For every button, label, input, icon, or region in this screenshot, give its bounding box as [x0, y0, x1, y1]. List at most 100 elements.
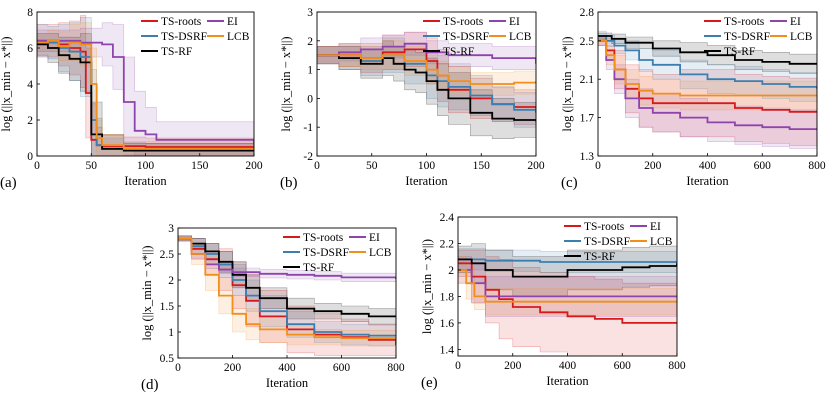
x-tick-label: 600: [614, 360, 632, 372]
y-tick-label: 3: [307, 7, 313, 19]
legend-entry: LCB: [790, 31, 813, 43]
y-axis-label: log (||x_min − x*||): [140, 245, 154, 340]
legend-entry: TS-RF: [724, 46, 755, 58]
x-tick-label: 200: [644, 160, 662, 172]
y-axis-label: log (||x_min − x*||): [560, 36, 574, 131]
y-tick-label: 1.7: [580, 113, 595, 125]
x-tick-label: 600: [754, 160, 772, 172]
y-tick-label: 2: [307, 36, 313, 48]
line-ts-rf: [458, 258, 677, 278]
line-ts-dsrf: [598, 35, 817, 89]
x-tick-label: 800: [387, 362, 405, 374]
x-tick-label: 100: [137, 160, 155, 172]
legend-entry: LCB: [227, 31, 250, 43]
y-tick-label: 2.1: [580, 74, 595, 86]
band-ts-rf: [178, 235, 396, 325]
panel-a: 0 50 100 150 200 0 2 4 6 8 Iteration log (||x_min −…: [0, 7, 263, 191]
x-tick-label: 800: [668, 360, 686, 372]
legend-entry: TS-RF: [161, 46, 192, 58]
x-tick-label: 600: [333, 362, 351, 374]
x-tick-label: 200: [504, 360, 522, 372]
legend-entry: TS-RF: [303, 262, 334, 274]
x-tick-label: 100: [418, 160, 436, 172]
x-tick-label: 150: [191, 160, 209, 172]
x-tick-label: 0: [175, 362, 181, 374]
x-tick-label: 400: [699, 160, 717, 172]
line-ts-roots: [598, 39, 817, 113]
y-tick-label: 1.5: [160, 301, 175, 313]
legend-entry: TS-DSRF: [584, 236, 630, 248]
line-ei: [598, 39, 817, 131]
x-axis-label: Iteration: [405, 174, 448, 188]
legend-entry: LCB: [650, 236, 673, 248]
line-lcb: [37, 39, 254, 150]
y-tick-label: 2.4: [440, 212, 455, 224]
plot-area: [598, 30, 817, 150]
y-tick-label: 8: [27, 7, 33, 19]
x-tick-label: 0: [455, 360, 461, 372]
legend-entry: EI: [227, 16, 238, 28]
legend-entry: TS-roots: [303, 232, 344, 244]
panel-label: (a): [0, 175, 17, 191]
panel-e: 0 200 400 600 800 1.4 1.6 1.8 2 2.2 2.4 Iteration lo…: [420, 212, 686, 391]
legend-entry: EI: [509, 16, 520, 28]
legend-entry: TS-DSRF: [724, 31, 770, 43]
line-lcb: [458, 269, 677, 303]
line-lcb: [598, 39, 817, 97]
y-tick-label: 2: [448, 265, 454, 277]
y-tick-label: 2: [27, 115, 33, 127]
plot-area: [317, 31, 536, 139]
y-tick-label: 1.8: [440, 291, 455, 303]
legend: TS-roots EI TS-DSRF LCB TS-RF: [704, 16, 813, 58]
y-tick-label: 0.5: [160, 353, 175, 365]
panel-b: 0 50 100 150 200 -2 -1 0 1 2 3 Iteration log (||x_mi…: [279, 7, 545, 191]
legend-entry: TS-DSRF: [161, 31, 207, 43]
y-tick-label: 0: [27, 151, 33, 163]
y-tick-label: 2.5: [160, 249, 175, 261]
band-ts-roots: [598, 35, 817, 146]
x-tick-label: 150: [473, 160, 491, 172]
panel-label: (e): [421, 375, 438, 391]
x-tick-label: 50: [86, 160, 98, 172]
x-tick-label: 200: [527, 160, 545, 172]
y-axis-label: log (||x_min − x*||): [279, 36, 293, 131]
y-tick-label: -2: [303, 151, 313, 163]
x-tick-label: 0: [595, 160, 601, 172]
legend-entry: LCB: [369, 247, 392, 259]
y-tick-label: 2.2: [440, 238, 455, 250]
legend: TS-roots EI TS-DSRF LCB TS-RF: [423, 16, 532, 58]
panel-label: (b): [280, 175, 298, 191]
x-tick-label: 200: [224, 362, 242, 374]
line-ei: [317, 42, 536, 64]
y-tick-label: 0: [307, 93, 313, 105]
y-tick-label: 1.6: [440, 318, 455, 330]
legend-entry: TS-roots: [584, 221, 625, 233]
legend-entry: TS-roots: [443, 16, 484, 28]
x-axis-label: Iteration: [686, 174, 729, 188]
line-ts-roots: [37, 39, 254, 148]
line-lcb: [317, 54, 536, 85]
y-tick-label: 2.8: [580, 7, 595, 19]
line-lcb: [178, 237, 396, 340]
band-lcb: [178, 235, 396, 347]
plot-area: [178, 235, 396, 358]
y-tick-label: 2: [168, 275, 174, 287]
x-tick-label: 0: [34, 160, 40, 172]
y-tick-label: 2.5: [580, 36, 595, 48]
legend: TS-roots EI TS-DSRF LCB TS-RF: [283, 232, 392, 274]
x-axis-label: Iteration: [266, 376, 309, 390]
panel-d: 0 200 400 600 800 0.5 1 1.5 2 2.5 3 Iteration log (|…: [140, 223, 405, 393]
y-axis-label: log (||x_min − x*||): [0, 36, 13, 131]
legend-entry: TS-roots: [724, 16, 765, 28]
panel-c: 0 200 400 600 800 1.3 1.7 2.1 2.5 2.8 Iteration log…: [560, 7, 826, 191]
y-tick-label: 1: [307, 65, 313, 77]
legend-entry: TS-DSRF: [303, 247, 349, 259]
y-tick-label: -1: [303, 122, 313, 134]
line-ts-rf: [178, 237, 396, 318]
legend-entry: LCB: [509, 31, 532, 43]
x-axis-label: Iteration: [124, 174, 167, 188]
panel-label: (c): [561, 175, 578, 191]
legend: TS-roots EI TS-DSRF LCB TS-RF: [564, 221, 673, 263]
y-tick-label: 1.3: [580, 151, 595, 163]
